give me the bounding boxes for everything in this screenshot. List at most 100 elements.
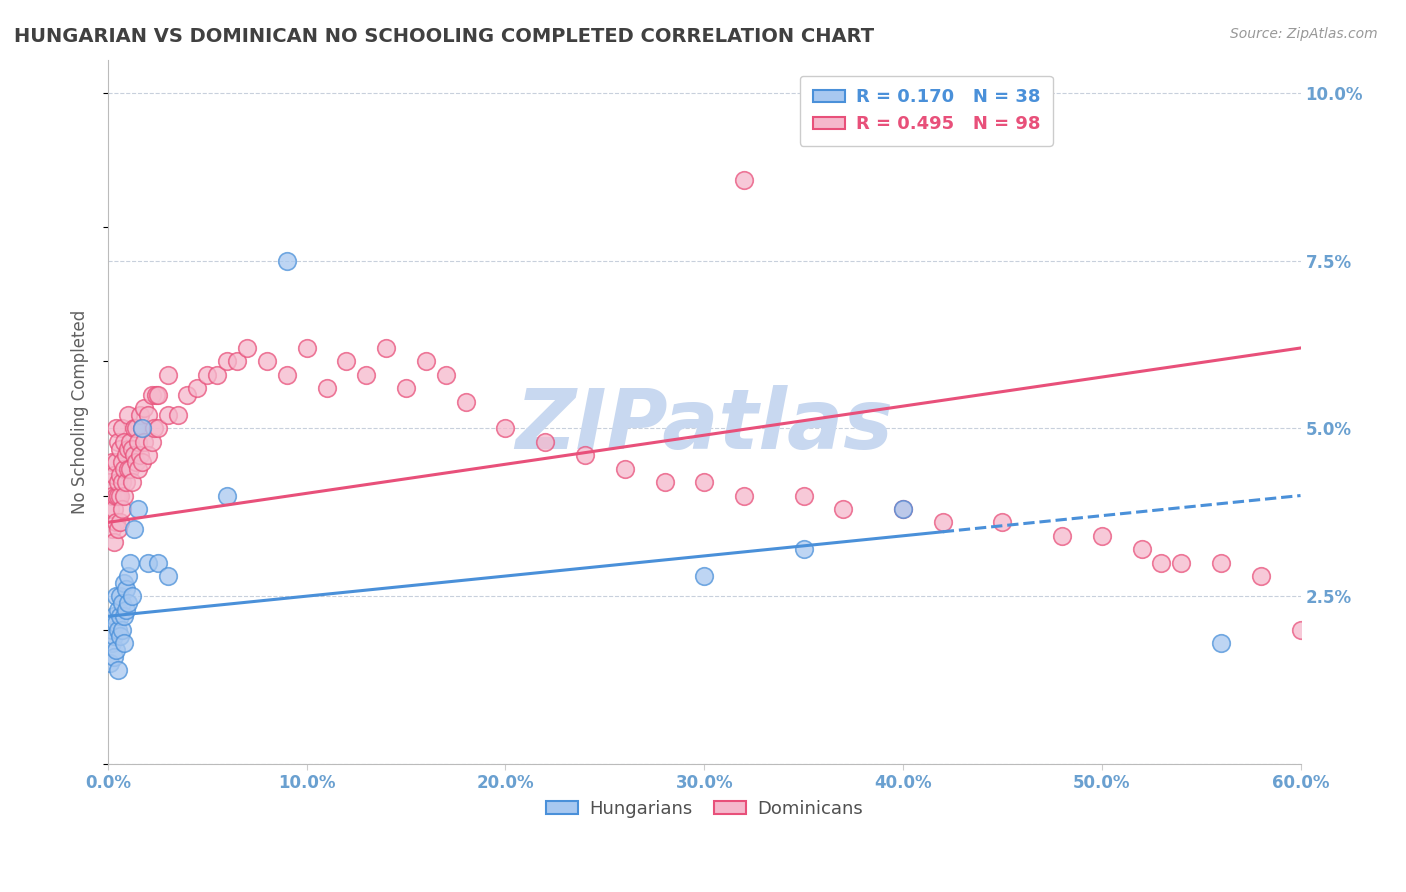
Point (415, 354, 437, 368)
Point (107, 489, 129, 503)
Point (104, 455, 127, 469)
Y-axis label: No Schooling Completed: No Schooling Completed (72, 310, 89, 514)
Point (108, 489, 131, 503)
Point (276, 253, 298, 268)
Point (121, 475, 143, 490)
Point (146, 421, 169, 435)
Point (793, 489, 815, 503)
Point (276, 368, 298, 382)
Point (127, 434, 149, 449)
Point (111, 623, 134, 637)
Point (117, 442, 139, 456)
Point (103, 535, 125, 549)
Point (136, 448, 159, 462)
Point (111, 596, 134, 610)
Point (117, 461, 139, 475)
Point (131, 421, 153, 435)
Point (103, 468, 125, 483)
Point (534, 434, 557, 449)
Point (156, 368, 179, 382)
Point (101, 455, 124, 469)
Point (122, 421, 145, 435)
Point (127, 461, 149, 475)
Point (654, 475, 676, 490)
Point (108, 468, 131, 483)
Point (891, 502, 914, 516)
Point (121, 589, 143, 603)
Point (195, 368, 218, 382)
Point (166, 408, 188, 422)
Point (108, 629, 131, 643)
Point (217, 489, 239, 503)
Point (991, 516, 1014, 530)
Point (176, 388, 198, 402)
Point (136, 408, 159, 422)
Point (111, 475, 134, 490)
Point (136, 556, 159, 570)
Point (107, 434, 129, 449)
Point (131, 421, 153, 435)
Point (141, 388, 163, 402)
Point (122, 448, 145, 462)
Point (226, 354, 249, 368)
Point (108, 516, 131, 530)
Point (454, 394, 477, 409)
Point (395, 381, 418, 395)
Point (103, 629, 125, 643)
Point (104, 642, 127, 657)
Point (98, 502, 121, 516)
Point (335, 354, 357, 368)
Point (693, 569, 716, 583)
Point (111, 421, 134, 435)
Point (1250, 569, 1272, 583)
Point (112, 575, 135, 590)
Point (832, 502, 855, 516)
Point (118, 434, 141, 449)
Point (98, 657, 121, 671)
Point (108, 442, 131, 456)
Point (156, 569, 179, 583)
Point (1170, 556, 1192, 570)
Point (104, 615, 127, 630)
Point (146, 556, 169, 570)
Point (101, 636, 124, 650)
Point (733, 173, 755, 187)
Point (112, 489, 135, 503)
Point (118, 461, 141, 475)
Point (111, 502, 134, 516)
Point (132, 401, 155, 416)
Point (128, 448, 150, 462)
Point (107, 475, 129, 490)
Point (891, 502, 914, 516)
Point (495, 421, 517, 435)
Point (127, 502, 149, 516)
Point (207, 368, 229, 382)
Point (693, 475, 716, 490)
Point (1050, 529, 1073, 543)
Point (141, 434, 163, 449)
Point (131, 455, 153, 469)
Text: Source: ZipAtlas.com: Source: ZipAtlas.com (1230, 27, 1378, 41)
Point (103, 502, 125, 516)
Point (115, 582, 138, 597)
Point (125, 455, 148, 469)
Point (107, 602, 129, 616)
Point (115, 602, 138, 616)
Point (112, 609, 135, 624)
Text: HUNGARIAN VS DOMINICAN NO SCHOOLING COMPLETED CORRELATION CHART: HUNGARIAN VS DOMINICAN NO SCHOOLING COMP… (14, 27, 875, 45)
Point (142, 421, 165, 435)
Point (108, 609, 131, 624)
Point (932, 516, 955, 530)
Point (104, 589, 127, 603)
Point (217, 354, 239, 368)
Point (295, 341, 318, 355)
Point (733, 489, 755, 503)
Point (156, 408, 179, 422)
Point (356, 368, 378, 382)
Point (104, 421, 127, 435)
Point (101, 623, 124, 637)
Point (434, 368, 457, 382)
Point (574, 448, 596, 462)
Point (236, 341, 259, 355)
Point (104, 489, 127, 503)
